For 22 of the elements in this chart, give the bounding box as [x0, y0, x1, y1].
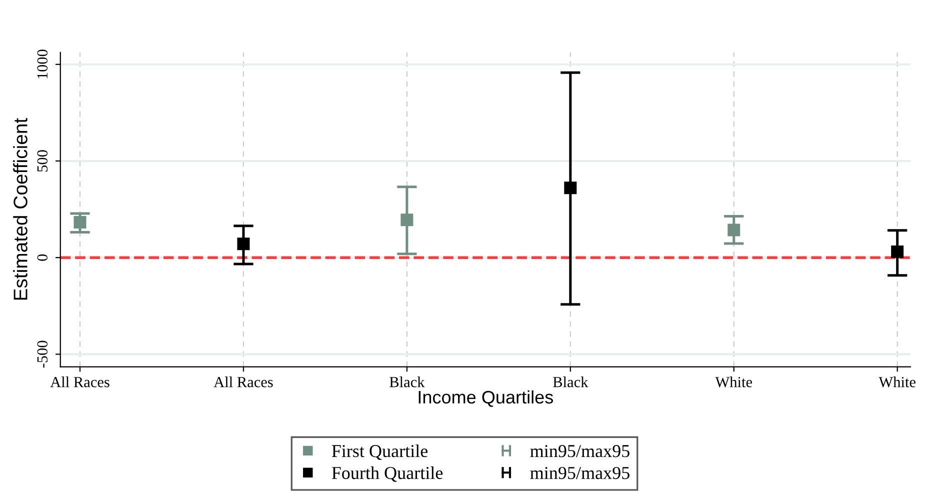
legend-label: Fourth Quartile — [332, 466, 443, 482]
x-tick-label: Black — [390, 376, 425, 388]
y-tick-label: 0 — [37, 254, 48, 261]
point — [728, 224, 740, 236]
text: min95/max95 — [530, 445, 630, 458]
y-tick-label: 1000 — [37, 50, 48, 78]
point — [74, 216, 86, 228]
x-tick-label: All Races — [50, 376, 110, 388]
y-tick-label: 500 — [37, 150, 48, 172]
x-tick-label: All Races — [214, 376, 273, 388]
x-tick-label: Black — [553, 376, 588, 388]
y-tick-label: -500 — [37, 340, 48, 368]
point — [237, 238, 250, 250]
x-tick-label: White — [715, 376, 752, 388]
point — [891, 246, 904, 258]
y-axis-title: Estimated Coefficient — [13, 118, 28, 300]
legend-label: First Quartile — [332, 444, 428, 460]
text: min95/max95 — [530, 466, 630, 480]
point — [564, 182, 577, 194]
x-axis-title: Income Quartiles — [418, 390, 553, 407]
x-tick-label: White — [878, 376, 916, 388]
point — [400, 214, 414, 226]
